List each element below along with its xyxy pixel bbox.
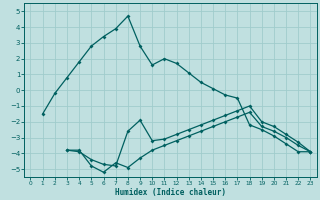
X-axis label: Humidex (Indice chaleur): Humidex (Indice chaleur) (115, 188, 226, 197)
